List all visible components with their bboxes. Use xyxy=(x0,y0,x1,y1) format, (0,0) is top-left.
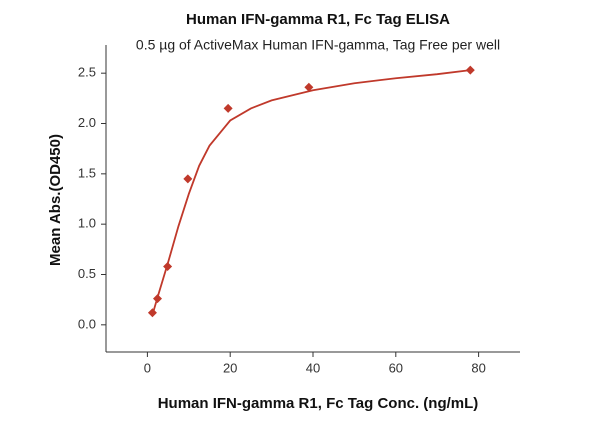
chart-title: Human IFN-gamma R1, Fc Tag ELISA xyxy=(186,11,450,28)
data-point xyxy=(183,174,193,184)
y-tick-label: 2.0 xyxy=(78,115,96,130)
y-tick-label: 1.0 xyxy=(78,216,96,231)
data-point xyxy=(223,103,233,113)
x-tick-label: 40 xyxy=(306,360,320,375)
x-axis-label: Human IFN-gamma R1, Fc Tag Conc. (ng/mL) xyxy=(158,395,479,412)
x-tick-label: 20 xyxy=(223,360,237,375)
y-tick-label: 0.0 xyxy=(78,316,96,331)
y-tick-label: 2.5 xyxy=(78,65,96,80)
y-tick-label: 0.5 xyxy=(78,266,96,281)
data-point xyxy=(147,308,157,318)
x-tick-label: 80 xyxy=(471,360,485,375)
data-point xyxy=(304,82,314,92)
fit-curve xyxy=(151,69,471,316)
chart-subtitle: 0.5 µg of ActiveMax Human IFN-gamma, Tag… xyxy=(136,37,500,53)
data-point xyxy=(465,65,475,75)
x-tick-label: 60 xyxy=(389,360,403,375)
y-tick-label: 1.5 xyxy=(78,165,96,180)
x-tick-label: 0 xyxy=(144,360,151,375)
y-axis-label: Mean Abs.(OD450) xyxy=(47,134,64,266)
data-point xyxy=(153,294,163,304)
data-point xyxy=(163,261,173,271)
